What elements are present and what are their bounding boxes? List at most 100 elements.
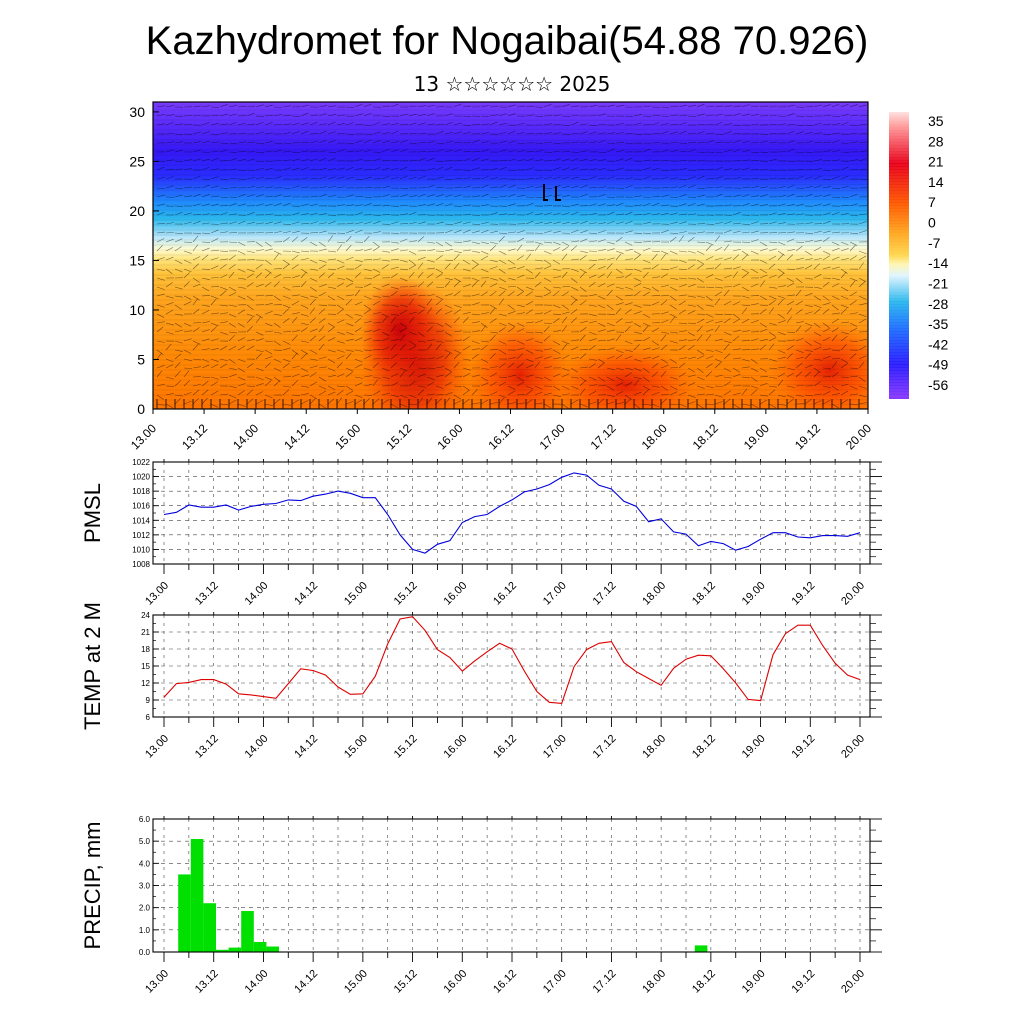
warm-core-2 — [470, 320, 570, 409]
cross-section-ytick-5: 25 — [129, 153, 145, 169]
precip-xtick-1: 13.12 — [193, 968, 221, 996]
precip-bar-3 — [190, 839, 204, 952]
page-title: Kazhydromet for Nogaibai(54.88 70.926) — [146, 19, 869, 63]
colorbar-ramp — [889, 112, 909, 399]
colorbar-label-4: 7 — [928, 194, 936, 210]
cross-section-xtick-13: 19.12 — [792, 421, 823, 452]
page-subtitle: 13 ☆☆☆☆☆☆ 2025 — [414, 72, 611, 96]
temp-ylabel: TEMP at 2 M — [80, 602, 105, 730]
pmsl-ytick-4: 1016 — [132, 502, 150, 511]
precip-xtick-6: 16.00 — [441, 968, 469, 996]
precip-bar-4 — [203, 903, 216, 952]
precip-bar-9 — [266, 946, 279, 952]
temp-xtick-12: 19.00 — [740, 733, 768, 761]
temp-panel: 6 9 12 15 18 21 24 13.00 13.12 14.00 14.12 15.00 15.… — [80, 602, 882, 761]
precip-xtick-5: 15.12 — [392, 968, 420, 996]
cross-section-xtick-11: 18.12 — [690, 421, 721, 452]
precip-ylabel: PRECIP, mm — [80, 822, 105, 950]
precip-xtick-11: 18.12 — [690, 968, 718, 996]
cross-section-ytick-4: 20 — [129, 203, 145, 219]
precip-data — [178, 839, 708, 952]
temp-xtick-3: 14.12 — [292, 733, 320, 761]
temp-xtick-7: 16.12 — [491, 733, 519, 761]
pmsl-data — [163, 472, 861, 554]
pmsl-xtick-5: 15.12 — [392, 580, 420, 608]
temp-xtick-6: 16.00 — [441, 733, 469, 761]
pmsl-ytick-3: 1014 — [132, 516, 150, 525]
cross-section-ytick-1: 5 — [137, 351, 145, 367]
pmsl-xtick-8: 17.00 — [541, 580, 569, 608]
temp-ytick-2: 12 — [141, 679, 150, 688]
precip-bar-43 — [694, 945, 708, 952]
colorbar-label-13: -56 — [928, 377, 948, 393]
precip-ytick-0: 0.0 — [139, 948, 151, 957]
pmsl-grid — [153, 461, 870, 565]
pmsl-ytick-1: 1010 — [132, 545, 150, 554]
precip-ytick-5: 5.0 — [139, 837, 151, 846]
precip-bar-5 — [216, 949, 229, 952]
temp-xtick-0: 13.00 — [143, 733, 171, 761]
pmsl-xtick-13: 19.12 — [789, 580, 817, 608]
pmsl-xtick-6: 16.00 — [441, 580, 469, 608]
precip-xtick-12: 19.00 — [740, 968, 768, 996]
precip-ytick-3: 3.0 — [139, 882, 151, 891]
cross-section-xtick-6: 16.00 — [434, 421, 465, 452]
colorbar-label-3: 14 — [928, 174, 944, 190]
temp-data — [163, 616, 861, 704]
cross-section-xtick-12: 19.00 — [741, 421, 772, 452]
precip-bar-6 — [228, 947, 242, 952]
cross-section-xtick-3: 14.12 — [281, 421, 312, 452]
pmsl-ylabel: PMSL — [80, 483, 105, 543]
temp-xtick-1: 13.12 — [193, 733, 221, 761]
precip-xtick-13: 19.12 — [789, 968, 817, 996]
cross-section-xtick-1: 13.12 — [179, 421, 210, 452]
pmsl-ytick-2: 1012 — [132, 531, 150, 540]
temp-ytick-4: 18 — [141, 645, 150, 654]
warm-core-3 — [555, 345, 695, 409]
temp-xtick-5: 15.12 — [392, 733, 420, 761]
colorbar-label-8: -21 — [928, 275, 948, 291]
temp-xtick-4: 15.00 — [342, 733, 370, 761]
pmsl-ytick-6: 1020 — [132, 473, 150, 482]
colorbar-label-1: 28 — [928, 133, 944, 149]
precip-bar-8 — [253, 942, 267, 952]
cross-section-xtick-4: 15.00 — [332, 421, 363, 452]
wind-barbs — [156, 103, 868, 409]
temp-xtick-10: 18.00 — [640, 733, 668, 761]
colorbar-label-0: 35 — [928, 113, 944, 129]
precip-panel: 0.0 1.0 2.0 3.0 4.0 5.0 6.0 13.00 13.12 14.00 14.1… — [80, 815, 882, 996]
temp-line — [163, 616, 861, 704]
barb-marker — [543, 184, 561, 201]
precip-grid — [153, 818, 870, 953]
temp-xtick-2: 14.00 — [243, 733, 271, 761]
temp-xtick-8: 17.00 — [541, 733, 569, 761]
pmsl-xtick-10: 18.00 — [640, 580, 668, 608]
colorbar-label-10: -35 — [928, 316, 948, 332]
temp-ytick-3: 15 — [141, 662, 150, 671]
cross-section-xtick-9: 17.12 — [588, 421, 619, 452]
cross-section-xtick-7: 16.12 — [485, 421, 516, 452]
pmsl-ytick-0: 1008 — [132, 560, 150, 569]
cross-section-ytick-0: 0 — [137, 401, 145, 417]
temp-xtick-14: 20.00 — [839, 733, 867, 761]
cross-section-ytick-3: 15 — [129, 252, 145, 268]
colorbar-label-9: -28 — [928, 296, 948, 312]
pmsl-frame — [152, 461, 871, 565]
temp-xtick-11: 18.12 — [690, 733, 718, 761]
pmsl-xtick-2: 14.00 — [243, 580, 271, 608]
temp-ytick-5: 21 — [141, 628, 150, 637]
precip-ytick-6: 6.0 — [139, 815, 151, 824]
precip-xtick-7: 16.12 — [491, 968, 519, 996]
precip-ytick-1: 1.0 — [139, 926, 151, 935]
warm-core-1 — [360, 275, 440, 385]
pmsl-xtick-0: 13.00 — [143, 580, 171, 608]
colorbar-label-11: -42 — [928, 336, 948, 352]
precip-xtick-9: 17.12 — [591, 968, 619, 996]
temp-ytick-0: 6 — [146, 713, 151, 722]
colorbar-label-6: -7 — [928, 235, 941, 251]
temp-xtick-9: 17.12 — [591, 733, 619, 761]
pmsl-ytick-7: 1022 — [132, 458, 150, 467]
pmsl-xtick-12: 19.00 — [740, 580, 768, 608]
